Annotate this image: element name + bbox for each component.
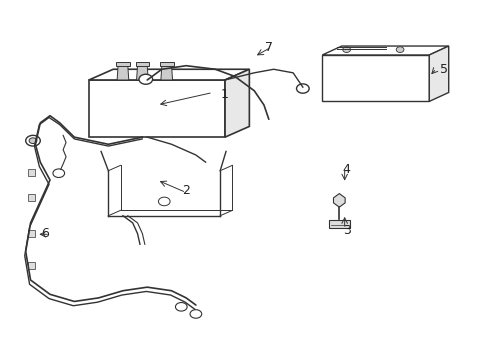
Text: 4: 4 <box>342 163 350 176</box>
Circle shape <box>190 310 201 318</box>
Circle shape <box>158 197 170 206</box>
Polygon shape <box>322 55 428 102</box>
Polygon shape <box>136 66 148 80</box>
FancyBboxPatch shape <box>328 220 349 228</box>
Circle shape <box>139 74 152 84</box>
Polygon shape <box>161 66 172 80</box>
Polygon shape <box>89 80 224 137</box>
Text: 6: 6 <box>41 227 49 240</box>
Circle shape <box>29 138 37 144</box>
Circle shape <box>175 302 187 311</box>
FancyBboxPatch shape <box>28 262 35 269</box>
Polygon shape <box>89 69 249 80</box>
FancyBboxPatch shape <box>28 169 35 176</box>
FancyBboxPatch shape <box>116 62 129 66</box>
Circle shape <box>26 135 40 146</box>
Circle shape <box>53 169 64 177</box>
FancyBboxPatch shape <box>160 62 173 66</box>
Circle shape <box>296 84 308 93</box>
Circle shape <box>342 47 350 53</box>
Polygon shape <box>428 46 448 102</box>
Text: 7: 7 <box>264 41 272 54</box>
Text: 2: 2 <box>182 184 190 197</box>
Polygon shape <box>224 69 249 137</box>
Circle shape <box>395 47 403 53</box>
FancyBboxPatch shape <box>28 230 35 237</box>
Polygon shape <box>322 46 448 55</box>
Text: 1: 1 <box>221 88 228 101</box>
FancyBboxPatch shape <box>28 194 35 202</box>
Polygon shape <box>333 194 345 207</box>
Text: 5: 5 <box>439 63 447 76</box>
Polygon shape <box>117 66 128 80</box>
FancyBboxPatch shape <box>135 62 149 66</box>
Text: 3: 3 <box>342 224 350 237</box>
